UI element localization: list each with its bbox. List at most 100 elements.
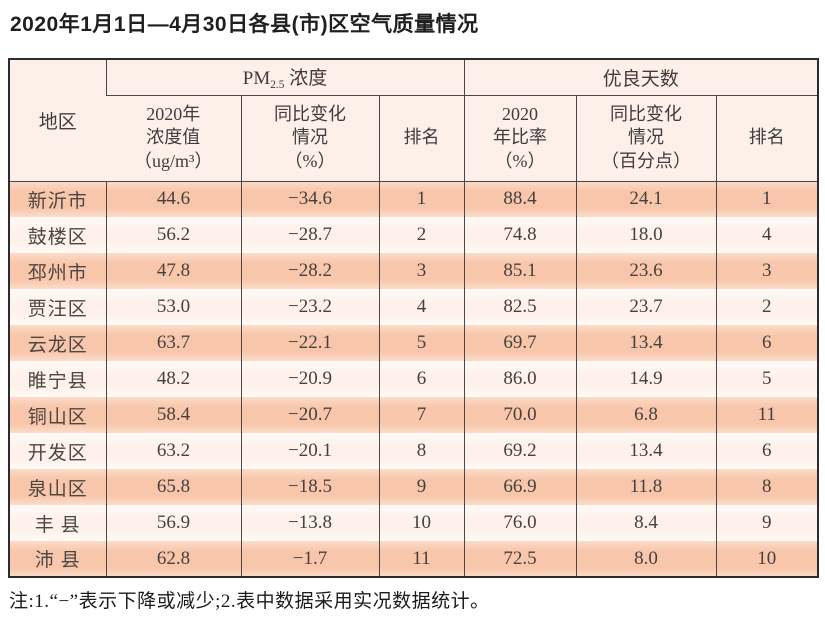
good-rate-cell: 66.9	[463, 469, 577, 505]
pm25-change-cell: −20.9	[240, 361, 379, 397]
header-pm25-rank: 排名	[378, 95, 465, 182]
good-rate-cell: 69.7	[463, 325, 577, 361]
region-cell: 邳州市	[27, 262, 88, 284]
header-sub-row: 2020年 浓度值 （ug/m³） 同比变化 情况 （%） 排名 2020 年比…	[9, 95, 819, 182]
footnote: 注:1.“−”表示下降或减少;2.表中数据采用实况数据统计。	[9, 591, 490, 612]
region-cell: 贾汪区	[27, 298, 88, 320]
header-pm25-group: PM2.5 浓度	[105, 59, 465, 96]
pm25-change-cell: −34.6	[240, 181, 379, 217]
good-change-cell: 8.0	[575, 541, 717, 577]
pm25-value-cell: 47.8	[105, 253, 241, 289]
good-change-cell: 6.8	[575, 397, 717, 433]
good-rate-cell: 69.2	[463, 433, 577, 469]
good-rate-cell: 82.5	[463, 289, 577, 325]
pm25-change-cell: −28.7	[240, 217, 379, 253]
table-row: 铜山区 58.4 −20.7 7 70.0 6.8 11	[9, 397, 819, 433]
good-change-cell: 14.9	[575, 361, 717, 397]
region-cell: 新沂市	[27, 190, 88, 212]
pm25-rank-cell: 1	[378, 181, 465, 217]
table-row: 沛 县 62.8 −1.7 11 72.5 8.0 10	[9, 541, 819, 577]
region-cell: 丰 县	[34, 514, 81, 536]
good-rate-cell: 76.0	[463, 505, 577, 541]
table-row: 贾汪区 53.0 −23.2 4 82.5 23.7 2	[9, 289, 819, 325]
good-rate-cell: 86.0	[463, 361, 577, 397]
pm25-change-cell: −20.1	[240, 433, 379, 469]
pm25-rank-cell: 6	[378, 361, 465, 397]
region-cell: 云龙区	[27, 334, 88, 356]
table-row: 新沂市 44.6 −34.6 1 88.4 24.1 1	[9, 181, 819, 217]
good-rank-cell: 2	[715, 289, 819, 325]
good-change-cell: 24.1	[575, 181, 717, 217]
pm25-rank-cell: 3	[378, 253, 465, 289]
header-good-rate: 2020 年比率 （%）	[463, 95, 577, 182]
pm25-change-cell: −18.5	[240, 469, 379, 505]
pm25-value-cell: 56.2	[105, 217, 241, 253]
pm25-change-cell: −1.7	[240, 541, 379, 577]
air-quality-table: 地区 PM2.5 浓度 优良天数 2020年 浓度值 （ug/m³） 同比变化 …	[8, 58, 820, 578]
header-group-row: 地区 PM2.5 浓度 优良天数	[9, 59, 819, 182]
header-region: 地区	[9, 59, 106, 182]
good-rate-cell: 74.8	[463, 217, 577, 253]
region-cell: 铜山区	[27, 406, 88, 428]
good-change-cell: 23.6	[575, 253, 717, 289]
table-row: 丰 县 56.9 −13.8 10 76.0 8.4 9	[9, 505, 819, 541]
pm25-rank-cell: 5	[378, 325, 465, 361]
pm25-label-suffix: 浓度	[284, 68, 328, 90]
table-row: 云龙区 63.7 −22.1 5 69.7 13.4 6	[9, 325, 819, 361]
good-rate-cell: 70.0	[463, 397, 577, 433]
header-good-days-group: 优良天数	[463, 59, 819, 96]
good-rank-cell: 9	[715, 505, 819, 541]
table-row: 开发区 63.2 −20.1 8 69.2 13.4 6	[9, 433, 819, 469]
table-row: 泉山区 65.8 −18.5 9 66.9 11.8 8	[9, 469, 819, 505]
pm25-value-cell: 62.8	[105, 541, 241, 577]
pm25-value-cell: 56.9	[105, 505, 241, 541]
good-rate-cell: 72.5	[463, 541, 577, 577]
table-row: 邳州市 47.8 −28.2 3 85.1 23.6 3	[9, 253, 819, 289]
pm25-rank-cell: 4	[378, 289, 465, 325]
good-rank-cell: 3	[715, 253, 819, 289]
good-change-cell: 8.4	[575, 505, 717, 541]
pm25-value-cell: 58.4	[105, 397, 241, 433]
table-body: 新沂市 44.6 −34.6 1 88.4 24.1 1 鼓楼区 56.2 −28.7 2 74.8 1…	[9, 181, 819, 577]
good-rank-cell: 11	[715, 397, 819, 433]
good-change-cell: 23.7	[575, 289, 717, 325]
good-rank-cell: 10	[715, 541, 819, 577]
good-rank-cell: 5	[715, 361, 819, 397]
pm25-value-cell: 48.2	[105, 361, 241, 397]
good-rank-cell: 6	[715, 433, 819, 469]
good-rank-cell: 4	[715, 217, 819, 253]
pm25-rank-cell: 7	[378, 397, 465, 433]
good-rank-cell: 1	[715, 181, 819, 217]
good-rate-cell: 85.1	[463, 253, 577, 289]
pm25-change-cell: −13.8	[240, 505, 379, 541]
pm25-rank-cell: 9	[378, 469, 465, 505]
table-row: 睢宁县 48.2 −20.9 6 86.0 14.9 5	[9, 361, 819, 397]
pm25-change-cell: −20.7	[240, 397, 379, 433]
region-cell: 泉山区	[27, 478, 88, 500]
good-change-cell: 13.4	[575, 433, 717, 469]
pm25-change-cell: −28.2	[240, 253, 379, 289]
pm25-value-cell: 53.0	[105, 289, 241, 325]
pm25-value-cell: 44.6	[105, 181, 241, 217]
good-change-cell: 18.0	[575, 217, 717, 253]
good-rate-cell: 88.4	[463, 181, 577, 217]
table-header: 地区 PM2.5 浓度 优良天数 2020年 浓度值 （ug/m³） 同比变化 …	[9, 59, 819, 182]
header-good-change: 同比变化 情况 （百分点）	[575, 95, 717, 182]
pm25-label-subscript: 2.5	[270, 79, 285, 92]
pm25-value-cell: 63.7	[105, 325, 241, 361]
region-cell: 鼓楼区	[27, 226, 88, 248]
header-good-rank: 排名	[715, 95, 819, 182]
pm25-rank-cell: 8	[378, 433, 465, 469]
pm25-rank-cell: 2	[378, 217, 465, 253]
header-pm25-value: 2020年 浓度值 （ug/m³）	[106, 95, 241, 182]
region-cell: 睢宁县	[27, 370, 88, 392]
page-title: 2020年1月1日—4月30日各县(市)区空气质量情况	[10, 13, 479, 36]
pm25-value-cell: 63.2	[105, 433, 241, 469]
pm25-change-cell: −22.1	[240, 325, 379, 361]
region-cell: 开发区	[27, 442, 88, 464]
table-row: 鼓楼区 56.2 −28.7 2 74.8 18.0 4	[9, 217, 819, 253]
region-cell: 沛 县	[34, 550, 81, 571]
good-rank-cell: 8	[715, 469, 819, 505]
header-pm25-change: 同比变化 情况 （%）	[240, 95, 379, 182]
